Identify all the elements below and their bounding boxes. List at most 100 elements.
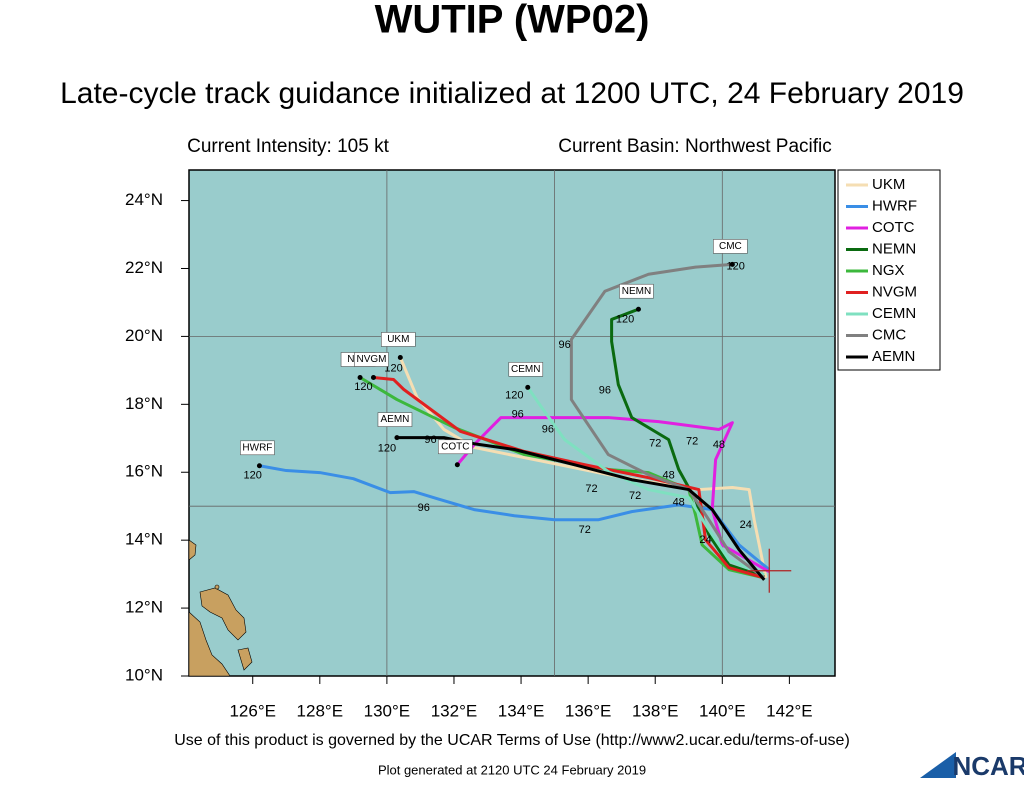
model-box (713, 239, 748, 254)
x-tick-label: 138°E (632, 701, 679, 720)
hour-label: 96 (424, 434, 436, 446)
legend-label: COTC (872, 219, 915, 236)
hour-label: 48 (713, 439, 725, 451)
model-box-label: NVGM (356, 354, 386, 365)
x-tick-label: 140°E (699, 701, 746, 720)
tracks: 120 24 UKM 120 96 72 HWRF 96 72 48 COTC 120 96 72 NEMN… (240, 239, 792, 593)
track (359, 376, 765, 580)
hour-label: 24 (699, 534, 711, 546)
track-end (454, 462, 460, 468)
hour-label: 120 (354, 381, 372, 393)
y-tick-label: 18°N (125, 394, 163, 413)
legend-label: AEMN (872, 348, 915, 365)
model-box-label: CEMN (511, 364, 540, 375)
land-shape (188, 611, 231, 677)
hour-label: 72 (629, 490, 641, 502)
hour-label: 120 (727, 261, 745, 273)
x-tick-label: 142°E (766, 701, 813, 720)
hour-label: 120 (616, 313, 634, 325)
track (569, 262, 766, 580)
legend-label: UKM (872, 176, 905, 193)
model-box-label: AEMN (381, 414, 410, 425)
x-tick-label: 136°E (565, 701, 612, 720)
legend-label: NGX (872, 262, 905, 279)
land-shape (188, 539, 197, 561)
x-tick-label: 128°E (297, 701, 344, 720)
track-end (729, 261, 735, 267)
hour-label: 120 (244, 470, 262, 482)
x-tick-label: 132°E (431, 701, 478, 720)
basin: Current Basin: Northwest Pacific (558, 136, 832, 157)
x-tick-label: 126°E (229, 701, 276, 720)
hour-label: 96 (542, 424, 554, 436)
hour-label: 72 (686, 436, 698, 448)
intensity: Current Intensity: 105 kt (187, 136, 389, 157)
footer: Use of this product is governed by the U… (174, 732, 850, 749)
hour-label: 24 (740, 519, 752, 531)
hour-label: 48 (673, 497, 685, 509)
y-tick-label: 14°N (125, 530, 163, 549)
hour-label: 96 (418, 502, 430, 514)
grid: 126°E 128°E 130°E 132°E 134°E 136°E 138°E 140°E… (125, 170, 835, 720)
hour-label: 72 (649, 437, 661, 449)
model-box-label: UKM (387, 334, 409, 345)
land (188, 539, 253, 677)
track-end (397, 354, 403, 360)
legend-label: NVGM (872, 283, 917, 300)
y-tick-label: 12°N (125, 598, 163, 617)
hour-label: 48 (663, 470, 675, 482)
model-box (354, 352, 389, 367)
legend: UKM HWRF COTC NEMN NGX NVGM CEMN CMC AEMN (837, 169, 941, 371)
track (526, 386, 765, 577)
ncar-logo: NCAR (920, 751, 1024, 781)
model-box (619, 283, 654, 299)
legend-label: HWRF (872, 197, 917, 214)
hour-label: 96 (599, 385, 611, 397)
land-shape (214, 584, 220, 590)
y-tick-label: 10°N (125, 665, 163, 684)
hour-label: 96 (512, 408, 524, 420)
track-end (635, 306, 641, 312)
track (610, 307, 765, 579)
model-box (508, 362, 544, 377)
hour-label: 120 (384, 363, 402, 375)
hour-label: 72 (579, 524, 591, 536)
model-box-label: HWRF (242, 442, 272, 453)
track-end (525, 384, 531, 390)
model-box-label: COTC (441, 441, 469, 452)
track-end (357, 374, 363, 380)
track-end (394, 435, 400, 441)
hour-label: 72 (585, 483, 597, 495)
generated: Plot generated at 2120 UTC 24 February 2… (378, 762, 646, 777)
legend-label: CMC (872, 326, 906, 343)
logo-mark (920, 752, 956, 778)
y-tick-label: 20°N (125, 326, 163, 345)
logo-text: NCAR (952, 751, 1024, 780)
hour-label: 120 (378, 442, 396, 454)
legend-label: CEMN (872, 305, 916, 322)
track (373, 376, 765, 580)
land-shape (199, 587, 247, 641)
x-tick-label: 134°E (498, 701, 545, 720)
legend-label: NEMN (872, 240, 916, 257)
hour-label: 120 (505, 390, 523, 402)
model-box-label: CMC (719, 241, 742, 252)
track-end (256, 463, 262, 469)
land-shape (237, 647, 253, 671)
model-box (377, 412, 413, 427)
y-tick-label: 22°N (125, 258, 163, 277)
hour-label: 96 (559, 339, 571, 351)
model-box (381, 332, 416, 347)
x-tick-label: 130°E (364, 701, 411, 720)
model-box (438, 439, 473, 455)
model-box (240, 440, 275, 456)
subtitle: Late-cycle track guidance initialized at… (60, 77, 964, 110)
map-frame (188, 169, 836, 677)
title: WUTIP (WP02) (375, 0, 650, 42)
model-box-label: NEMN (622, 286, 651, 297)
y-tick-label: 24°N (125, 190, 163, 209)
track (456, 416, 771, 574)
y-tick-label: 16°N (125, 462, 163, 481)
track-end (370, 374, 376, 380)
